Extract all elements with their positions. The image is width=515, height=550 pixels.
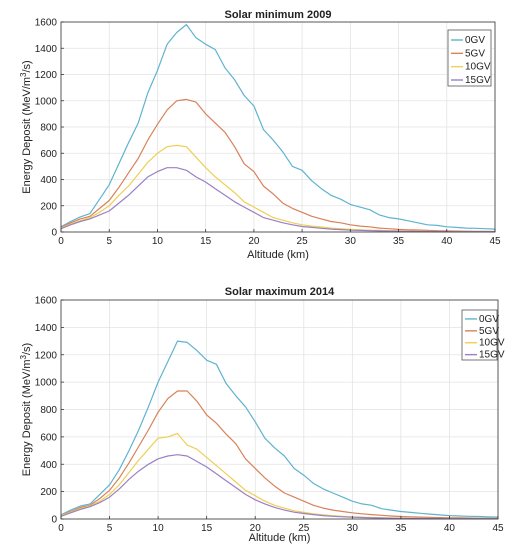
legend-label: 0GV: [465, 35, 485, 46]
legend: 0GV 5GV 10GV 15GV: [447, 29, 492, 87]
x-tick-label: 30: [347, 523, 359, 534]
y-tick-label: 600: [40, 432, 57, 443]
y-tick-label: 400: [40, 460, 57, 471]
y-tick-label: 200: [40, 201, 57, 212]
y-tick-label: 0: [51, 228, 57, 239]
chart-title: Solar minimum 2009: [225, 9, 332, 21]
y-tick-label: 1600: [35, 18, 58, 29]
x-axis-title: Altitude (km): [247, 249, 309, 261]
series-line-0GV: [60, 340, 499, 518]
chart-panel-2: 0 5 10 15 20 25 30 35 40 45 0 200 400 600 800 1000 1200 1…: [19, 286, 505, 544]
x-tick-label: 0: [58, 523, 64, 534]
series-line-15GV: [60, 454, 498, 520]
y-tick-label: 1400: [35, 323, 58, 334]
y-tick-label: 1000: [35, 96, 58, 107]
x-tick-label: 45: [492, 523, 504, 534]
chart-panel-1: 0 5 10 15 20 25 30 35 40 45 0 200 400 600 800 1000 1200 1…: [19, 9, 501, 261]
x-tick-label: 15: [200, 236, 212, 247]
legend-label: 15GV: [479, 350, 505, 361]
x-tick-label: 40: [444, 523, 456, 534]
x-tick-label: 5: [107, 523, 113, 534]
x-tick-label: 25: [298, 523, 310, 534]
legend-label: 5GV: [465, 48, 485, 59]
series-line-5GV: [60, 390, 498, 519]
x-tick-label: 25: [297, 236, 309, 247]
x-tick-label: 0: [58, 236, 64, 247]
y-tick-label: 1000: [35, 378, 58, 389]
x-axis-title: Altitude (km): [249, 532, 311, 544]
x-tick-label: 35: [395, 523, 407, 534]
x-tick-label: 45: [489, 236, 501, 247]
legend-label: 10GV: [479, 338, 505, 349]
legend-label: 0GV: [479, 314, 499, 325]
x-tick-label: 10: [153, 523, 165, 534]
y-axis-title-tail: /s): [21, 343, 33, 355]
x-tick-label: 10: [152, 236, 164, 247]
y-tick-label: 1600: [35, 296, 58, 307]
series-line-5GV: [60, 98, 496, 233]
y-tick-label: 1200: [35, 70, 58, 81]
y-tick-label: 600: [40, 149, 57, 160]
y-tick-label: 0: [51, 515, 57, 526]
y-tick-label: 400: [40, 175, 57, 186]
y-tick-label: 1400: [35, 44, 58, 55]
x-tick-label: 20: [250, 523, 262, 534]
legend-label: 15GV: [465, 75, 491, 86]
y-axis-title-main: Energy Deposit (MeV/m: [21, 359, 33, 476]
y-axis-title: Energy Deposit (MeV/m3/s): [19, 60, 33, 193]
y-axis-title: Energy Deposit (MeV/m3/s): [19, 343, 33, 476]
x-tick-label: 30: [345, 236, 357, 247]
legend-label: 5GV: [479, 326, 499, 337]
legend-label: 10GV: [465, 62, 491, 73]
y-tick-label: 200: [40, 487, 57, 498]
x-tick-label: 15: [201, 523, 213, 534]
y-tick-label: 800: [40, 405, 57, 416]
x-tick-label: 5: [106, 236, 112, 247]
y-axis-title-superscript: 3: [19, 72, 28, 77]
y-tick-label: 800: [40, 123, 57, 134]
y-axis-title-superscript: 3: [19, 354, 28, 359]
y-axis-title-tail: /s): [21, 60, 33, 72]
series-line-15GV: [60, 167, 495, 233]
y-tick-label: 1200: [35, 350, 58, 361]
x-tick-label: 35: [393, 236, 405, 247]
y-axis-title-main: Energy Deposit (MeV/m: [21, 77, 33, 194]
x-tick-label: 20: [248, 236, 260, 247]
x-tick-label: 40: [441, 236, 453, 247]
series-line-0GV: [60, 24, 496, 230]
chart-title: Solar maximum 2014: [225, 286, 335, 298]
